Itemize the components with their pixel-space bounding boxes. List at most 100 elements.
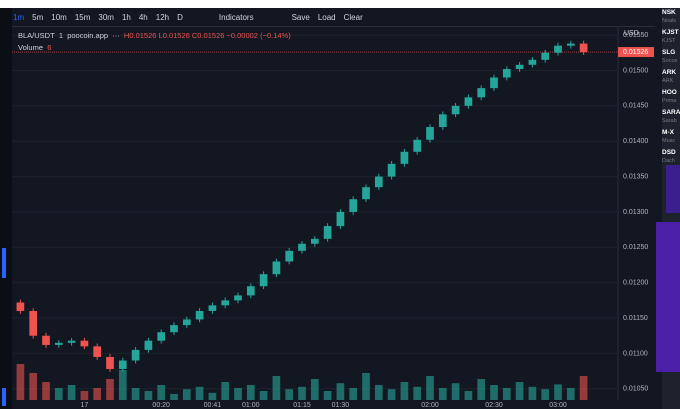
watchlist-item[interactable]: HOO Prima	[662, 88, 680, 108]
candle-body	[208, 305, 217, 311]
candle-body	[54, 342, 63, 345]
candle-body	[426, 127, 434, 140]
indicators-button[interactable]: Indicators	[218, 12, 254, 22]
candle-body	[182, 319, 191, 326]
watchlist-symbol: ARK	[662, 69, 677, 76]
watchlist-item[interactable]: ARK ARK	[662, 68, 680, 88]
interval-button[interactable]: 10m	[51, 12, 67, 22]
x-tick-label: 00:20	[152, 402, 170, 409]
volume-bar	[400, 382, 409, 400]
candle-body	[93, 346, 102, 357]
volume-bar	[554, 384, 562, 400]
volume-bar	[502, 388, 511, 400]
x-tick-label: 01:30	[332, 402, 350, 409]
y-tick-label: 0.01500	[623, 67, 648, 74]
candle-body	[285, 250, 294, 262]
symbol: BLA/USDT	[18, 31, 55, 40]
watchlist-item[interactable]: SLG Socce	[662, 48, 680, 68]
interval-button[interactable]: 1m	[13, 12, 25, 22]
volume-bar	[157, 385, 166, 400]
watchlist-item[interactable]: DSD Dach	[662, 148, 680, 168]
volume-bar	[246, 385, 255, 400]
x-tick-label: 17	[81, 402, 89, 409]
candle-body	[16, 302, 25, 311]
volume-bar	[310, 379, 319, 400]
volume-bar	[387, 389, 396, 400]
candle-body	[566, 43, 575, 46]
candle-body	[310, 238, 319, 244]
candle-body	[579, 43, 588, 53]
candle-body	[554, 45, 562, 53]
x-tick-label: 02:30	[485, 402, 503, 409]
interval-button[interactable]: 5m	[32, 12, 44, 22]
volume-bar	[118, 370, 127, 400]
volume-bar	[438, 388, 447, 400]
watchlist-name: Musc	[662, 138, 676, 144]
candle-body	[413, 139, 422, 152]
y-tick-label: 0.01450	[623, 103, 648, 110]
y-tick-label: 0.01150	[623, 315, 648, 322]
candle-body	[221, 300, 230, 306]
save-button[interactable]: Save	[291, 12, 310, 22]
y-tick-label: 0.01400	[623, 138, 648, 145]
watchlist-symbol: NSK	[662, 9, 676, 16]
candle-body	[144, 340, 153, 350]
interval-button[interactable]: 15m	[74, 12, 91, 22]
y-tick-label: 0.01200	[623, 280, 648, 287]
volume-bar	[349, 388, 358, 400]
volume-bar	[234, 388, 242, 400]
watchlist-symbol: SLG	[662, 49, 676, 56]
candle-body	[106, 356, 114, 369]
candle-body	[298, 243, 306, 251]
volume-bar	[208, 392, 217, 400]
watchlist-item[interactable]: KJST KJST	[662, 28, 680, 48]
y-tick-label: 0.01550	[623, 32, 648, 39]
interval-button[interactable]: 4h	[138, 12, 148, 22]
volume-bar	[272, 376, 281, 400]
volume-bar	[515, 382, 524, 400]
last-price-box	[618, 47, 654, 58]
candle-body	[528, 59, 537, 65]
interval-button[interactable]: 12h	[155, 12, 170, 22]
clear-button[interactable]: Clear	[343, 12, 363, 22]
volume-bar	[80, 391, 89, 400]
watchlist-symbol: DSD	[662, 149, 676, 156]
volume-bar	[54, 388, 63, 400]
legend: BLA/USDT 1 poocoin.app ··· H0.01526 L0.0…	[18, 31, 291, 52]
volume-bar	[67, 385, 76, 400]
volume-bar	[528, 386, 537, 400]
candle-body	[67, 340, 76, 343]
candle-body	[502, 69, 511, 78]
candle-body	[42, 335, 50, 345]
candle-body	[131, 349, 140, 361]
x-tick-label: 01:00	[242, 402, 260, 409]
watchlist-item[interactable]: NSK Noals	[662, 8, 680, 28]
volume-bar	[323, 391, 332, 400]
candle-body	[477, 88, 486, 98]
interval-button[interactable]: 30m	[98, 12, 114, 22]
watchlist-item[interactable]: M-X Musc	[662, 128, 680, 148]
volume-bar	[195, 386, 204, 400]
candle-body	[362, 187, 370, 200]
volume-label: Volume	[18, 43, 44, 52]
ad	[656, 222, 680, 372]
watchlist-name: Prima	[662, 98, 677, 104]
volume-bar	[336, 383, 345, 400]
currency[interactable]: USD	[624, 30, 639, 37]
volume-bar	[285, 389, 294, 400]
candle-body	[246, 286, 255, 296]
volume-bar	[16, 364, 25, 400]
candle-body	[336, 211, 345, 227]
y-tick-label: 0.01250	[623, 244, 648, 251]
interval-button[interactable]: 1h	[121, 12, 131, 22]
x-tick-label: 02:00	[421, 402, 439, 409]
y-tick-label: 0.01350	[623, 173, 648, 180]
interval-button[interactable]: D	[177, 12, 183, 22]
watchlist-item[interactable]: SARA Sarab	[662, 108, 680, 128]
volume-bar	[131, 388, 140, 400]
candle-body	[234, 295, 242, 301]
chart: 0.01050 0.01100 0.01150 0.01200 0.01250 0.013…	[12, 26, 654, 409]
load-button[interactable]: Load	[317, 12, 336, 22]
volume-bar	[426, 376, 434, 400]
